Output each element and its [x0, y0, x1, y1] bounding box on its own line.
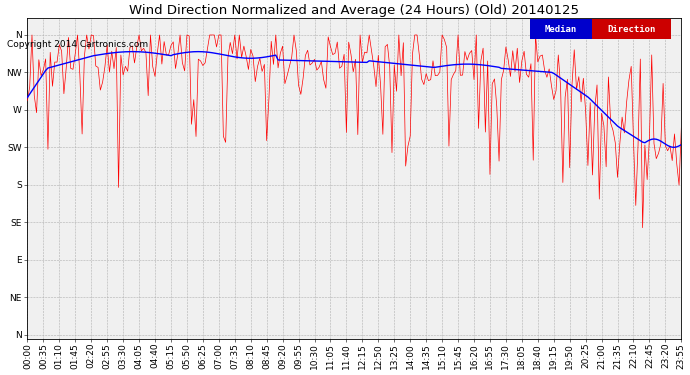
Text: Median: Median [544, 24, 577, 33]
Text: Copyright 2014 Cartronics.com: Copyright 2014 Cartronics.com [7, 40, 148, 49]
Title: Wind Direction Normalized and Average (24 Hours) (Old) 20140125: Wind Direction Normalized and Average (2… [130, 4, 580, 17]
Text: Direction: Direction [607, 24, 656, 33]
